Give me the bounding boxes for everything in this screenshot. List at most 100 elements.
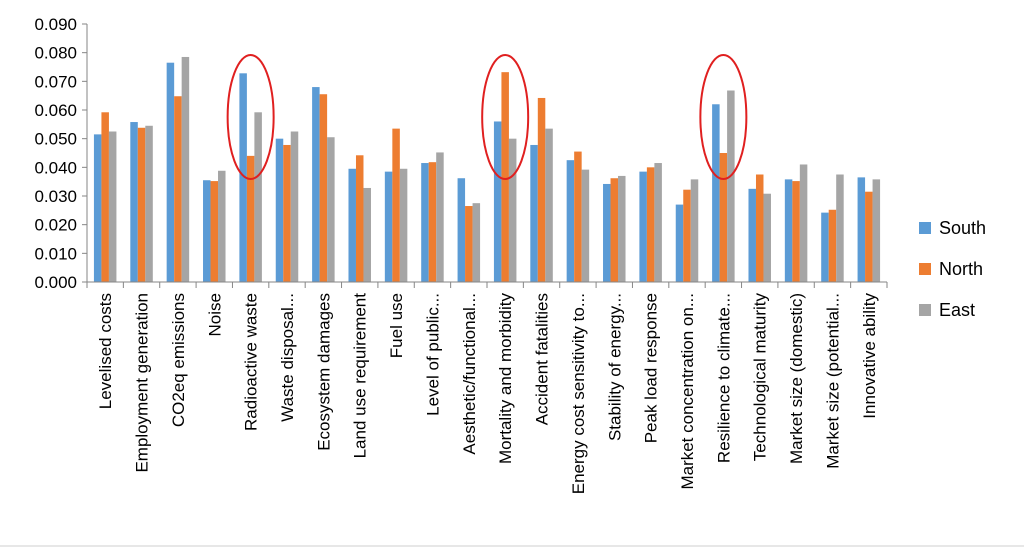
bar-north	[246, 155, 255, 282]
bar-east	[799, 164, 808, 282]
bar-south	[93, 134, 102, 282]
y-tick-label: 0.050	[34, 130, 77, 149]
bar-north	[865, 191, 873, 282]
x-axis: Levelised costs Employment generation CO2e…	[86, 281, 888, 494]
bar-north	[465, 206, 473, 282]
legend-label-east: East	[939, 300, 975, 320]
legend-swatch-east	[919, 304, 931, 316]
bar-south	[493, 121, 502, 282]
bar-east	[763, 193, 771, 282]
bar-south	[530, 144, 538, 282]
bar-east	[218, 170, 226, 282]
y-tick-label: 0.030	[34, 187, 77, 206]
bar-south	[384, 171, 393, 282]
x-category-label: Market size (domestic)	[787, 293, 806, 464]
bar-south	[275, 138, 284, 282]
bar-south	[421, 163, 429, 282]
highlight-ellipse	[481, 54, 530, 180]
bar-east	[436, 152, 444, 282]
x-category-label: Peak load response	[642, 293, 661, 443]
x-category-label: Technological maturity	[751, 293, 770, 462]
legend-label-south: South	[939, 218, 986, 238]
bar-south	[312, 87, 320, 282]
y-tick-label: 0.040	[34, 158, 77, 177]
bar-north	[283, 144, 291, 282]
x-category-label: Fuel use	[387, 293, 406, 358]
bar-south	[857, 177, 866, 282]
bar-north	[792, 181, 800, 282]
bar-south	[130, 122, 138, 282]
legend-swatch-south	[919, 222, 931, 234]
x-category-label: Mortality and morbidity	[496, 293, 515, 465]
x-category-label: Stability of energy...	[605, 293, 624, 441]
legend-label-north: North	[939, 259, 983, 279]
y-tick-label: 0.070	[34, 72, 77, 91]
y-tick-label: 0.000	[34, 273, 77, 292]
bar-north	[137, 127, 146, 283]
bar-north	[574, 151, 582, 282]
x-category-label: Levelised costs	[96, 293, 115, 409]
x-category-label: Accident fatalities	[533, 293, 552, 425]
highlight-ellipse	[699, 54, 748, 180]
bar-east	[690, 179, 699, 282]
x-category-label: Aesthetic/functional...	[460, 293, 479, 455]
bar-east	[399, 168, 408, 282]
bar-north	[319, 94, 328, 282]
bar-east	[836, 174, 844, 282]
x-category-label: Resilience to climate...	[714, 293, 733, 463]
x-category-label: Waste disposal...	[278, 293, 297, 422]
bar-east	[872, 179, 881, 282]
bar-south	[821, 212, 829, 282]
bar-north	[392, 128, 400, 282]
bar-south	[603, 183, 611, 282]
bar-south	[675, 204, 684, 282]
bar-north	[101, 112, 109, 282]
x-category-label: Market concentration on...	[678, 293, 697, 490]
bar-east	[618, 175, 626, 282]
bar-east	[472, 203, 481, 282]
bar-east	[145, 125, 153, 283]
annotations	[226, 54, 748, 180]
x-category-label: Level of public...	[423, 293, 442, 416]
x-category-label: Employment generation	[133, 293, 152, 473]
bar-south	[639, 171, 647, 282]
bar-east	[327, 137, 335, 282]
x-category-label: Radioactive waste	[242, 293, 261, 431]
legend-swatch-north	[919, 263, 931, 275]
y-tick-label: 0.010	[34, 244, 77, 263]
bar-north	[428, 162, 437, 282]
bar-south	[457, 178, 466, 282]
bar-east	[508, 138, 517, 282]
bar-north	[174, 96, 182, 283]
bar-south	[784, 179, 793, 282]
legend: South North East	[919, 218, 986, 320]
bar-east	[654, 163, 662, 282]
bar-south	[566, 160, 575, 282]
bar-east	[290, 131, 299, 282]
bar-east	[254, 112, 262, 282]
y-tick-label: 0.020	[34, 216, 77, 235]
x-category-label: Market size (potential...	[823, 293, 842, 469]
bar-north	[828, 209, 837, 282]
bar-north	[646, 167, 655, 282]
y-tick-label: 0.060	[34, 101, 77, 120]
bar-north	[355, 155, 364, 282]
bar-east	[727, 90, 735, 282]
bar-east	[581, 169, 590, 282]
y-tick-label: 0.080	[34, 44, 77, 63]
x-category-label: CO2eq emissions	[169, 293, 188, 427]
highlight-ellipse	[226, 54, 275, 180]
bar-south	[203, 180, 211, 282]
bar-south	[239, 73, 247, 282]
x-category-label: Energy cost sensitivity to...	[569, 293, 588, 494]
bar-north	[537, 97, 546, 283]
bar-north	[683, 189, 691, 282]
bar-north	[210, 181, 219, 282]
y-axis: 0.000 0.010 0.020 0.030 0.040 0.050 0.060 0.070…	[34, 15, 88, 292]
y-tick-label: 0.090	[34, 15, 77, 34]
bar-east	[363, 187, 371, 282]
bars	[93, 56, 881, 283]
bar-east	[108, 131, 117, 282]
bar-north	[755, 174, 764, 282]
